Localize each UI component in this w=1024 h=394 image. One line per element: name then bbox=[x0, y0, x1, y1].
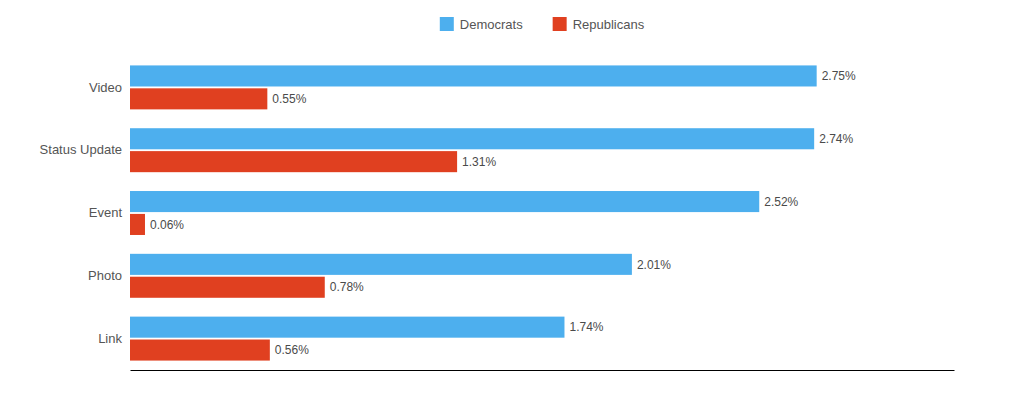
tick: Status Update bbox=[40, 142, 130, 157]
tick: Photo bbox=[88, 268, 130, 283]
legend-label: Republicans bbox=[573, 17, 645, 32]
tick-label: Status Update bbox=[40, 142, 122, 157]
data-label: 2.52% bbox=[764, 195, 798, 209]
legend-swatch bbox=[553, 17, 567, 31]
tick: Link bbox=[98, 331, 130, 346]
bar bbox=[130, 277, 325, 298]
chart: 2.75% 2.74% 2.52% 2.01% 1.74% 0.55% 1.31% 0.06%… bbox=[0, 0, 1024, 394]
tick-label: Link bbox=[98, 331, 122, 346]
data-label: 1.74% bbox=[569, 320, 603, 334]
legend-item: Republicans bbox=[553, 17, 645, 32]
tick-label: Event bbox=[89, 205, 123, 220]
data-label: 0.55% bbox=[272, 92, 306, 106]
data-label: 2.74% bbox=[819, 132, 853, 146]
data-label: 0.78% bbox=[330, 280, 364, 294]
bar bbox=[130, 317, 564, 338]
legend-swatch bbox=[440, 17, 454, 31]
legend-label: Democrats bbox=[460, 17, 523, 32]
bar bbox=[130, 214, 145, 235]
bar bbox=[130, 151, 457, 172]
bar bbox=[130, 88, 267, 109]
y-axis: Video Status Update Event Photo Link bbox=[40, 80, 130, 346]
tick-label: Photo bbox=[88, 268, 122, 283]
data-label: 0.56% bbox=[275, 343, 309, 357]
data-label: 1.31% bbox=[462, 155, 496, 169]
axis-line bbox=[131, 370, 955, 371]
bar bbox=[130, 65, 817, 86]
data-label: 0.06% bbox=[150, 218, 184, 232]
data-label: 2.75% bbox=[822, 69, 856, 83]
data-labels: 2.75% 2.74% 2.52% 2.01% 1.74% 0.55% 1.31% 0.06%… bbox=[150, 69, 856, 357]
data-label: 2.01% bbox=[637, 258, 671, 272]
legend: Democrats Republicans bbox=[440, 17, 645, 32]
bar bbox=[130, 254, 632, 275]
plot: 2.75% 2.74% 2.52% 2.01% 1.74% 0.55% 1.31% 0.06%… bbox=[40, 65, 955, 370]
bar bbox=[130, 128, 814, 149]
bars bbox=[130, 65, 817, 360]
tick: Event bbox=[89, 205, 130, 220]
tick: Video bbox=[89, 80, 130, 95]
legend-item: Democrats bbox=[440, 17, 523, 32]
bar bbox=[130, 191, 759, 212]
tick-label: Video bbox=[89, 80, 122, 95]
x-axis bbox=[131, 370, 955, 371]
bar bbox=[130, 340, 270, 361]
